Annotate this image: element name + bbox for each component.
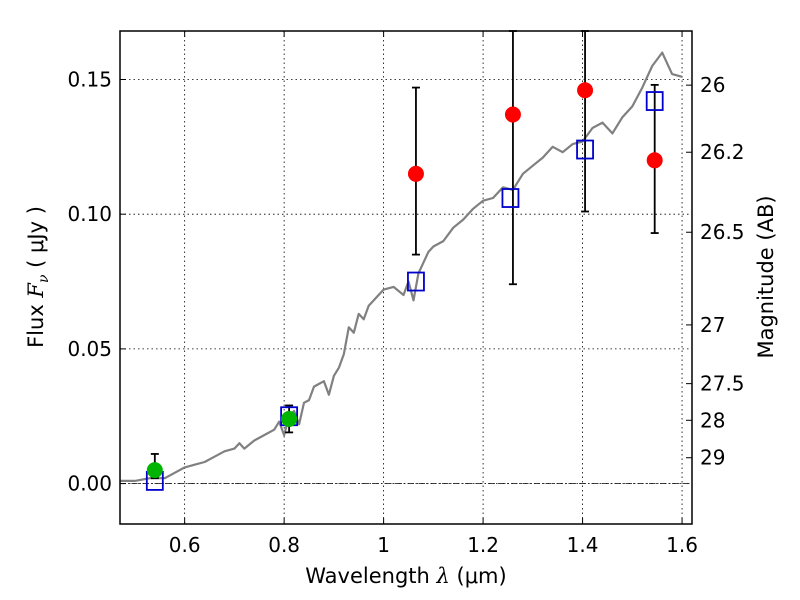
grid-lines <box>120 31 692 524</box>
x-axis-unit: (μm) <box>450 564 507 588</box>
magnitude-tick-label: 28 <box>700 408 725 432</box>
model-photometry-square <box>576 139 594 160</box>
data-markers <box>145 82 664 491</box>
model-sed-curve <box>120 51 683 482</box>
y-axis-title: Flux Fν ( μJy ) <box>24 206 52 348</box>
y-axis-title-text: Flux <box>24 298 48 348</box>
x-axis-title: Wavelength λ (μm) <box>305 564 506 588</box>
observed-flux-point <box>146 462 163 479</box>
y-tick-label: 0.05 <box>67 337 112 361</box>
observed-flux-point <box>407 165 424 182</box>
magnitude-tick-label: 26 <box>700 73 725 97</box>
y-tick-label: 0.00 <box>67 472 112 496</box>
y-tick-label: 0.15 <box>67 67 112 91</box>
model-photometry-square <box>645 91 664 111</box>
model-photometry-square <box>501 188 520 208</box>
axis-ticks: 0.6 0.8 1 1.2 1.4 1.6 0.00 0.05 0.10 0.15 26 26.2 26… <box>67 31 745 557</box>
x-tick-label: 0.6 <box>169 533 201 557</box>
y-axis-flux-symbol: F <box>24 282 48 299</box>
error-bars <box>150 30 659 480</box>
magnitude-axis-title: Magnitude (AB) <box>754 195 778 358</box>
x-tick-label: 0.8 <box>268 533 300 557</box>
observed-flux-point <box>504 106 521 123</box>
magnitude-tick-label: 27.5 <box>700 372 745 396</box>
observed-flux-point <box>646 152 663 169</box>
observed-flux-point <box>577 82 594 99</box>
y-axis-unit: ( μJy ) <box>24 206 48 274</box>
magnitude-tick-label: 26.2 <box>700 140 745 164</box>
x-tick-label: 1.4 <box>567 533 599 557</box>
magnitude-tick-label: 29 <box>700 446 725 470</box>
magnitude-tick-label: 26.5 <box>700 220 745 244</box>
y-tick-label: 0.10 <box>67 202 112 226</box>
observed-flux-point <box>281 410 298 427</box>
magnitude-tick-label: 27 <box>700 313 725 337</box>
x-tick-label: 1 <box>377 533 390 557</box>
x-tick-label: 1.6 <box>666 533 698 557</box>
x-tick-label: 1.2 <box>467 533 499 557</box>
x-axis-title-text: Wavelength <box>305 564 436 588</box>
model-photometry-square <box>407 271 425 292</box>
x-axis-lambda-symbol: λ <box>436 564 450 588</box>
y-axis-nu-subscript: ν <box>36 274 52 283</box>
plot-frame <box>119 30 693 525</box>
model-sed-line <box>120 51 683 482</box>
